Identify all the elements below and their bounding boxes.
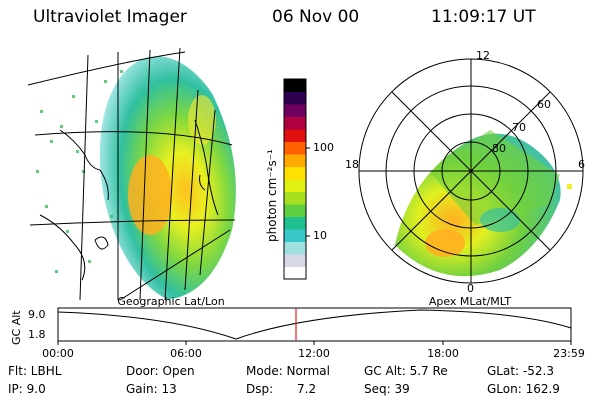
colorbar-swatch <box>284 104 306 117</box>
mode-info: Mode: Normal <box>246 364 330 378</box>
mlat-label-70: 70 <box>512 121 526 134</box>
time-tick-1200: 12:00 <box>298 347 330 360</box>
altitude-curve <box>57 309 572 340</box>
dsp-info-value: 7.2 <box>297 382 317 396</box>
altitude-axis-label: GC Alt <box>10 310 23 345</box>
time-tick-1800: 18:00 <box>427 347 459 360</box>
colorbar-swatch <box>284 154 306 167</box>
colorbar-tick-100: 100 <box>313 141 334 154</box>
polar-caption: Apex MLat/MLT <box>429 295 512 308</box>
colorbar-swatch <box>284 91 306 105</box>
ip-info: IP: 9.0 <box>8 382 46 396</box>
time-tick-2359: 23:59 <box>553 347 585 360</box>
colorbar-swatch <box>284 116 306 130</box>
gc-alt-info: GC Alt: 5.7 Re <box>364 364 448 378</box>
time-label: 11:09:17 UT <box>431 7 536 27</box>
altitude-tick-9: 9.0 <box>28 308 46 321</box>
colorbar-tick-10: 10 <box>313 229 327 242</box>
gain-info: Gain: 13 <box>126 382 177 396</box>
polar-plot: 12 18 6 0 60 70 80 <box>345 49 585 295</box>
colorbar-swatch <box>284 216 306 230</box>
colorbar-label: photon cm⁻²s⁻¹ <box>265 149 279 242</box>
colorbar-swatch <box>284 229 306 242</box>
mlt-label-0: 0 <box>467 282 474 295</box>
mlt-label-6: 6 <box>578 158 585 171</box>
colorbar-swatch <box>284 179 306 192</box>
coastlines <box>39 119 219 281</box>
altitude-plot: GC Alt 9.0 1.8 00:00 06:00 12:00 18:00 2… <box>10 307 585 360</box>
time-tick-0600: 06:00 <box>170 347 202 360</box>
colorbar-strip <box>284 79 306 280</box>
mlat-label-80: 80 <box>492 142 506 155</box>
colorbar-swatch <box>284 241 306 255</box>
colorbar: 100 10 photon cm⁻²s⁻¹ <box>265 78 334 280</box>
dsp-info-label: Dsp: <box>246 382 274 396</box>
glon-info: GLon: 162.9 <box>487 382 560 396</box>
glat-info: GLat: -52.3 <box>487 364 554 378</box>
colorbar-swatch <box>284 204 306 217</box>
geographic-image <box>27 47 236 301</box>
mlt-label-12: 12 <box>476 49 490 62</box>
altitude-tick-1-8: 1.8 <box>28 328 46 341</box>
polar-grid <box>358 58 584 284</box>
colorbar-swatch <box>284 266 306 280</box>
mlat-label-60: 60 <box>537 98 551 111</box>
geo-caption: Geographic Lat/Lon <box>117 295 224 308</box>
colorbar-swatch <box>284 79 306 92</box>
colorbar-swatch <box>284 254 306 267</box>
colorbar-swatch <box>284 191 306 205</box>
door-info: Door: Open <box>126 364 195 378</box>
filter-info: Flt: LBHL <box>8 364 62 378</box>
date-label: 06 Nov 00 <box>272 7 360 27</box>
mlt-label-18: 18 <box>345 158 359 171</box>
colorbar-swatch <box>284 166 306 180</box>
time-tick-0000: 00:00 <box>42 347 74 360</box>
colorbar-swatch <box>284 129 306 142</box>
colorbar-swatch <box>284 141 306 155</box>
seq-info: Seq: 39 <box>364 382 410 396</box>
instrument-title: Ultraviolet Imager <box>33 7 187 27</box>
